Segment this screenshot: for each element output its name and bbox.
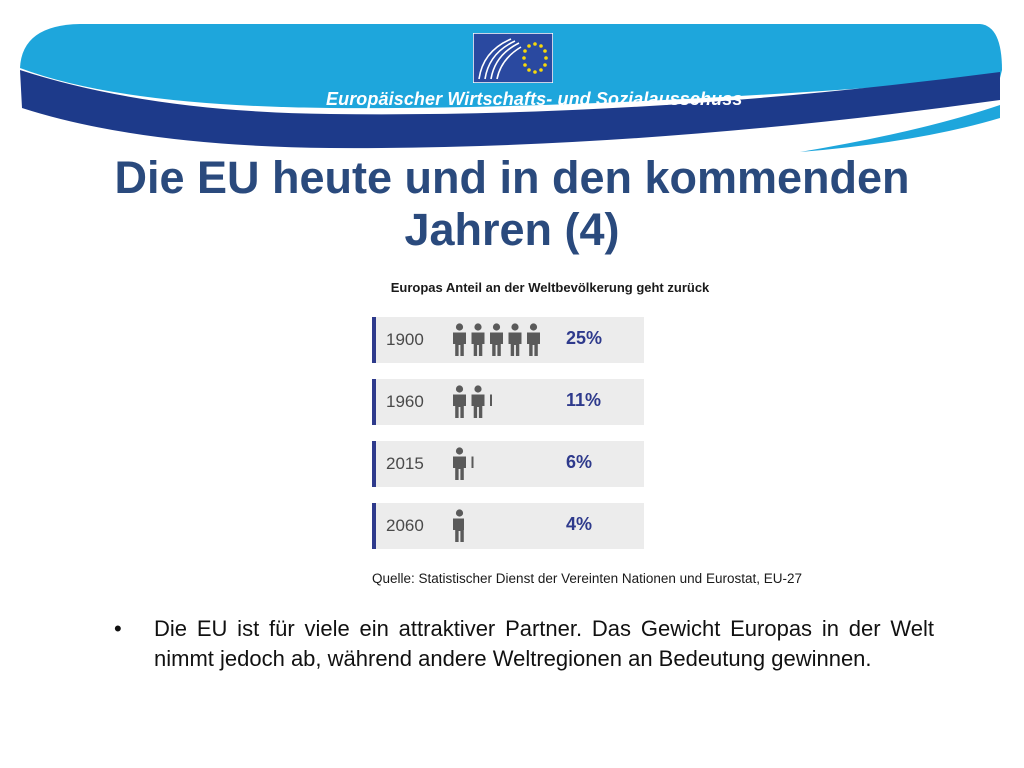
person-icon [490,394,492,406]
bullet-item: Die EU ist für viele ein attraktiver Par… [154,616,934,671]
row-percent: 4% [566,514,593,534]
people-icon-group [453,323,540,356]
person-icon [508,323,522,356]
infographic-row-1900: 1900 25% [372,317,644,363]
person-icon [471,456,474,468]
eesc-logo [473,33,553,83]
person-icon [453,509,464,542]
people-icons [452,385,504,419]
person-icon [490,323,503,356]
row-percent: 25% [566,328,603,348]
eu-flag-icon [473,33,553,83]
row-year: 2015 [386,454,424,473]
row-percent: 11% [566,390,602,410]
row-year: 2060 [386,516,424,535]
source-note: Quelle: Statistischer Dienst der Vereint… [372,571,802,586]
infographic-title: Europas Anteil an der Weltbevölkerung ge… [390,280,710,295]
person-icon [453,447,466,480]
people-icons [452,447,486,481]
person-icon [471,385,485,418]
people-icon-group [453,447,474,480]
people-icons [452,323,541,357]
row-year: 1900 [386,330,424,349]
person-icon [471,323,485,356]
people-icons [452,509,467,543]
row-percent: 6% [566,452,593,472]
infographic-row-1960: 1960 11% [372,379,644,425]
organization-name: Europäischer Wirtschafts- und Sozialauss… [326,89,743,109]
row-year: 1960 [386,392,424,411]
banner-swoosh-graphic [20,24,1002,152]
slide-title: Die EU heute und in den kommenden Jahren… [60,152,964,256]
slide-title-line-1: Die EU heute und in den kommenden [114,152,910,203]
person-icon [527,323,540,356]
person-icon [453,323,466,356]
person-icon [453,385,466,418]
people-icon-group [453,509,464,542]
infographic-row-2015: 2015 6% [372,441,644,487]
infographic-row-2060: 2060 4% [372,503,644,549]
people-icon-group [453,385,492,418]
header-banner: Europäischer Wirtschafts- und Sozialauss… [0,0,1024,170]
slide-title-line-2: Jahren (4) [404,204,620,255]
bullet-marker: • [114,616,122,641]
